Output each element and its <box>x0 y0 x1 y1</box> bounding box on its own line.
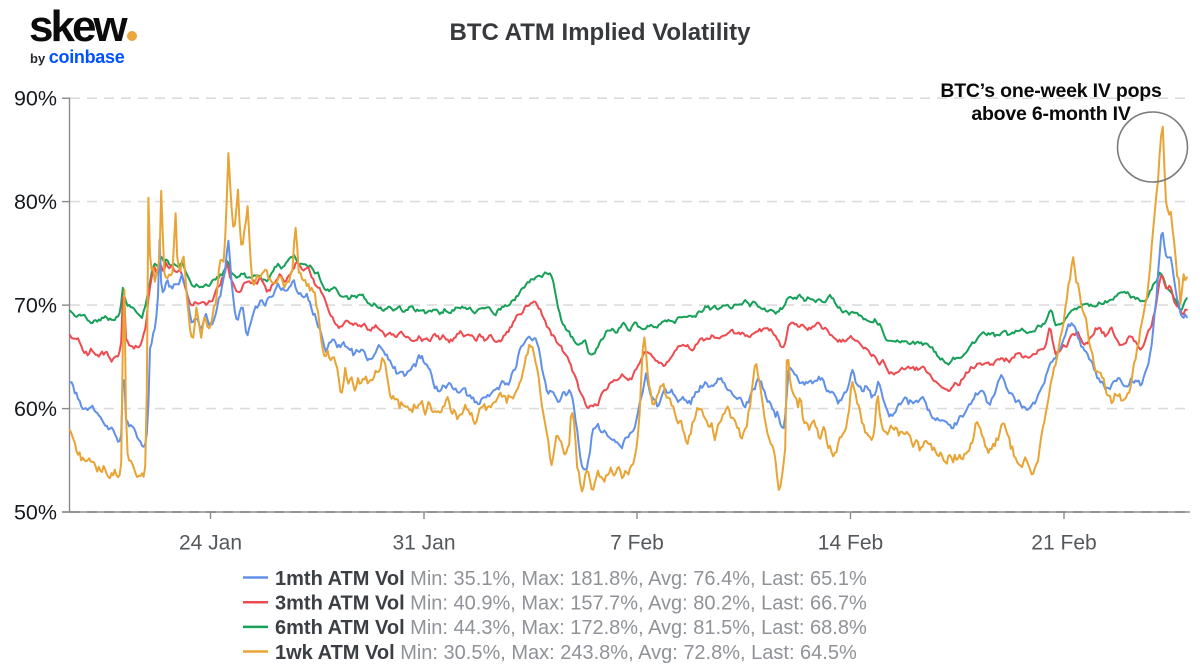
svg-text:1mth ATM Vol Min: 35.1%, Max:: 1mth ATM Vol Min: 35.1%, Max: 181.8%, Av… <box>275 568 867 590</box>
svg-text:80%: 80% <box>14 190 57 214</box>
svg-text:21 Feb: 21 Feb <box>1031 532 1096 555</box>
svg-text:70%: 70% <box>14 294 57 318</box>
svg-text:3mth ATM Vol Min: 40.9%, Max:: 3mth ATM Vol Min: 40.9%, Max: 157.7%, Av… <box>275 593 867 615</box>
svg-text:6mth ATM Vol Min: 44.3%, Max:: 6mth ATM Vol Min: 44.3%, Max: 172.8%, Av… <box>275 617 867 639</box>
svg-text:24 Jan: 24 Jan <box>179 532 242 555</box>
svg-text:60%: 60% <box>14 397 57 421</box>
svg-text:14 Feb: 14 Feb <box>818 532 883 555</box>
svg-text:90%: 90% <box>14 87 57 111</box>
svg-text:50%: 50% <box>14 501 57 525</box>
svg-text:7 Feb: 7 Feb <box>610 532 664 555</box>
svg-text:1wk ATM Vol Min: 30.5%, Max: 2: 1wk ATM Vol Min: 30.5%, Max: 243.8%, Avg… <box>275 642 857 664</box>
svg-text:31 Jan: 31 Jan <box>392 532 455 555</box>
